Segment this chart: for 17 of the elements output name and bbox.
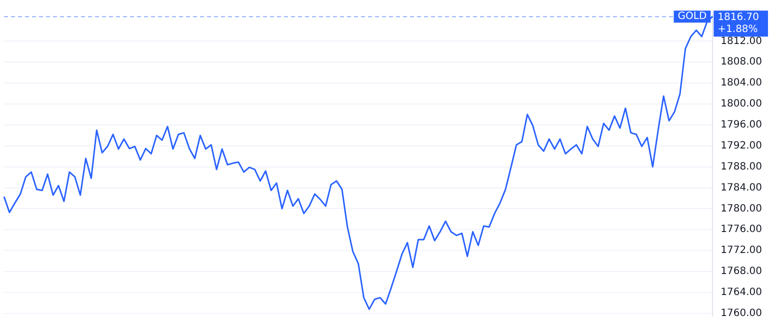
y-tick-label: 1772.00 [720, 245, 762, 256]
y-tick-label: 1784.00 [720, 182, 762, 194]
text: +1.88% [718, 24, 758, 36]
y-tick-label: 1780.00 [720, 203, 762, 214]
y-tick-label: 1812.00 [720, 36, 762, 47]
y-tick-label: 1804.00 [720, 78, 762, 89]
y-tick-label: 1760.00 [720, 308, 762, 319]
y-tick-label: 1788.00 [720, 161, 762, 172]
y-tick-label: 1776.00 [720, 224, 762, 236]
y-tick-label: 1800.00 [720, 98, 762, 110]
y-tick-label: 1796.00 [720, 120, 762, 131]
y-tick-label: 1764.00 [720, 287, 762, 298]
series-label: GOLD [678, 11, 707, 22]
y-tick-label: 1808.00 [720, 56, 762, 68]
ref-line-label: 1816.70 [718, 12, 760, 24]
y-tick-label: 1792.00 [720, 140, 762, 152]
y-tick-label: 1768.00 [720, 266, 762, 278]
